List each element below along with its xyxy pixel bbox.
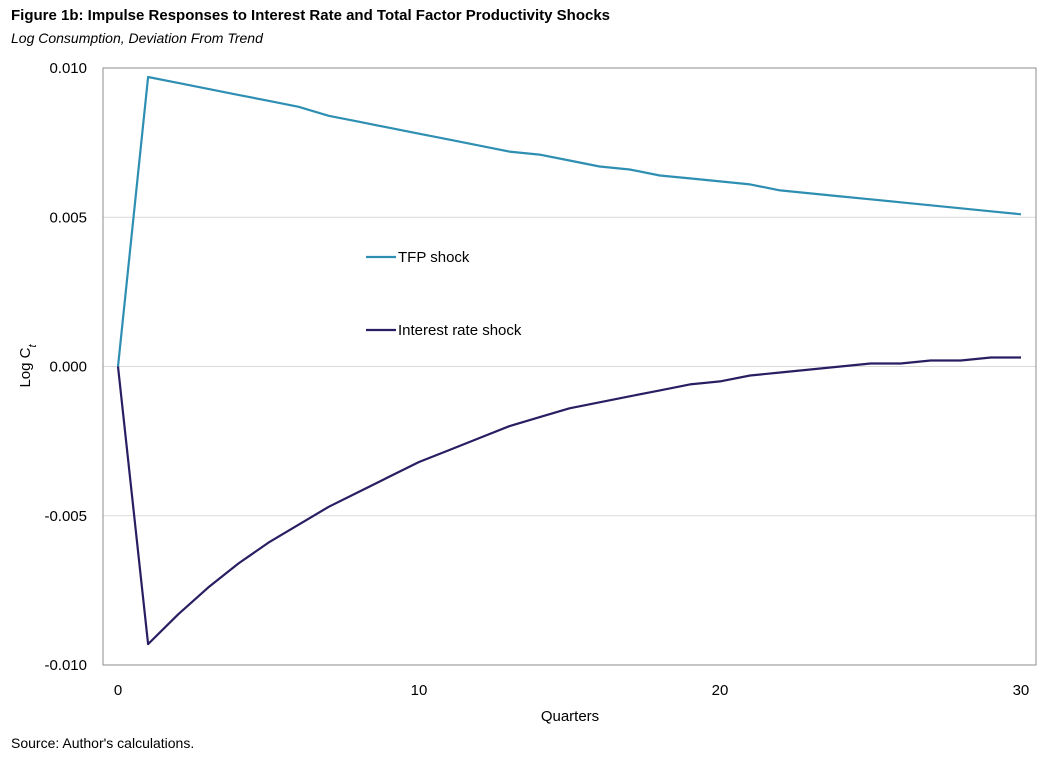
series-line-tfp-shock — [116, 75, 1022, 367]
x-axis-ticks: 0 10 20 30 — [114, 682, 1029, 699]
y-axis-label-main: Log C — [17, 347, 34, 387]
y-tick-label: 0.010 — [49, 60, 87, 77]
plot-area-frame — [102, 67, 1037, 666]
y-tick-label: -0.010 — [44, 657, 87, 674]
y-tick-label: 0.000 — [49, 359, 87, 376]
source-note: Source: Author's calculations. — [11, 735, 195, 751]
x-tick-label: 0 — [114, 682, 122, 699]
y-axis-label: Log Ct — [17, 344, 39, 388]
series-line-interest-rate-shock — [116, 356, 1021, 646]
y-axis-label-subscript: t — [27, 344, 39, 348]
legend-label-tfp-shock: TFP shock — [398, 249, 470, 266]
x-tick-label: 30 — [1013, 682, 1030, 699]
legend-label-interest-rate-shock: Interest rate shock — [398, 322, 522, 339]
grid-lines — [103, 216, 1036, 517]
legend: TFP shock Interest rate shock — [366, 249, 522, 339]
y-axis-ticks: 0.010 0.005 0.000 -0.005 -0.010 — [44, 60, 87, 674]
x-tick-label: 10 — [411, 682, 428, 699]
y-tick-label: 0.005 — [49, 209, 87, 226]
chart-subtitle: Log Consumption, Deviation From Trend — [11, 30, 263, 46]
y-tick-label: -0.005 — [44, 508, 87, 525]
x-axis-label: Quarters — [541, 708, 599, 725]
series-lines — [116, 75, 1022, 646]
x-tick-label: 20 — [712, 682, 729, 699]
chart-title: Figure 1b: Impulse Responses to Interest… — [11, 7, 611, 24]
